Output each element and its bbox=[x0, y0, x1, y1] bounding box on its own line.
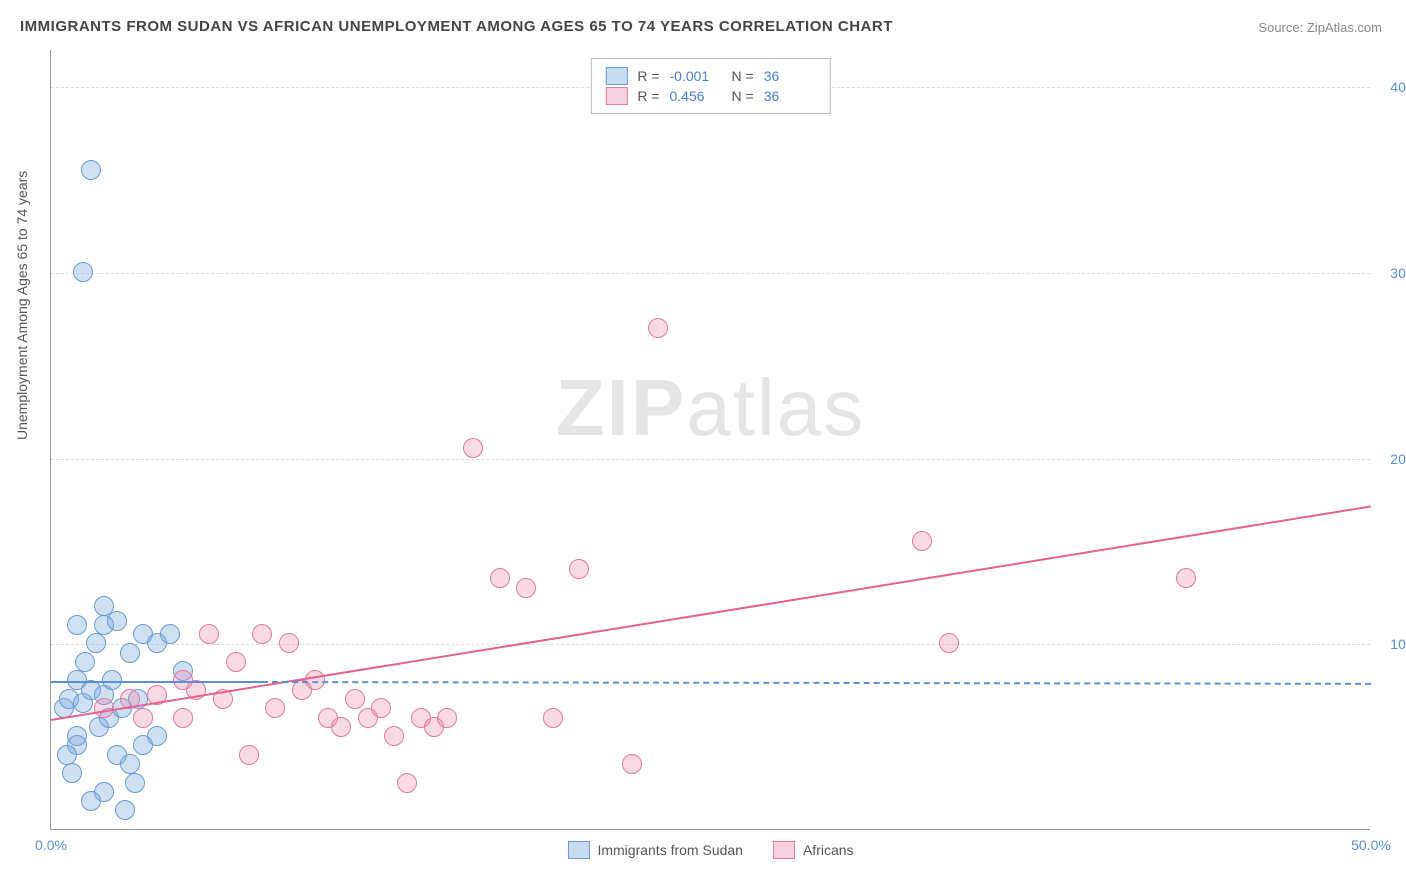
data-point bbox=[67, 615, 87, 635]
ytick-label: 20.0% bbox=[1390, 451, 1406, 467]
r-value-blue: -0.001 bbox=[670, 68, 722, 84]
n-label: N = bbox=[732, 88, 754, 104]
data-point bbox=[912, 531, 932, 551]
data-point bbox=[939, 633, 959, 653]
gridline bbox=[51, 273, 1370, 274]
data-point bbox=[463, 438, 483, 458]
ytick-label: 10.0% bbox=[1390, 636, 1406, 652]
gridline bbox=[51, 459, 1370, 460]
legend-label-blue: Immigrants from Sudan bbox=[597, 842, 743, 858]
r-label: R = bbox=[637, 68, 659, 84]
source-attribution: Source: ZipAtlas.com bbox=[1258, 20, 1382, 35]
data-point bbox=[107, 611, 127, 631]
chart-plot-area: ZIPatlas R = -0.001 N = 36 R = 0.456 N =… bbox=[50, 50, 1370, 830]
data-point bbox=[279, 633, 299, 653]
data-point bbox=[75, 652, 95, 672]
r-value-pink: 0.456 bbox=[670, 88, 722, 104]
chart-title: IMMIGRANTS FROM SUDAN VS AFRICAN UNEMPLO… bbox=[20, 18, 893, 35]
legend-item-pink: Africans bbox=[773, 841, 854, 859]
data-point bbox=[226, 652, 246, 672]
swatch-pink-icon bbox=[605, 87, 627, 105]
n-label: N = bbox=[732, 68, 754, 84]
data-point bbox=[1176, 568, 1196, 588]
correlation-legend: R = -0.001 N = 36 R = 0.456 N = 36 bbox=[590, 58, 830, 114]
data-point bbox=[133, 708, 153, 728]
data-point bbox=[120, 754, 140, 774]
trend-line bbox=[51, 505, 1371, 721]
data-point bbox=[199, 624, 219, 644]
data-point bbox=[73, 262, 93, 282]
data-point bbox=[265, 698, 285, 718]
data-point bbox=[86, 633, 106, 653]
data-point bbox=[62, 763, 82, 783]
xtick-label: 50.0% bbox=[1351, 837, 1391, 853]
n-value-pink: 36 bbox=[764, 88, 816, 104]
source-value: ZipAtlas.com bbox=[1307, 20, 1382, 35]
data-point bbox=[81, 791, 101, 811]
data-point bbox=[239, 745, 259, 765]
series-legend: Immigrants from Sudan Africans bbox=[567, 841, 853, 859]
legend-item-blue: Immigrants from Sudan bbox=[567, 841, 743, 859]
legend-row-blue: R = -0.001 N = 36 bbox=[605, 67, 815, 85]
data-point bbox=[147, 726, 167, 746]
trend-line bbox=[262, 681, 1371, 685]
swatch-pink-icon bbox=[773, 841, 795, 859]
data-point bbox=[490, 568, 510, 588]
data-point bbox=[569, 559, 589, 579]
data-point bbox=[125, 773, 145, 793]
data-point bbox=[318, 708, 338, 728]
data-point bbox=[384, 726, 404, 746]
data-point bbox=[115, 800, 135, 820]
swatch-blue-icon bbox=[605, 67, 627, 85]
ytick-label: 40.0% bbox=[1390, 79, 1406, 95]
data-point bbox=[648, 318, 668, 338]
data-point bbox=[516, 578, 536, 598]
xtick-label: 0.0% bbox=[35, 837, 67, 853]
trend-line bbox=[51, 681, 262, 683]
data-point bbox=[252, 624, 272, 644]
data-point bbox=[81, 160, 101, 180]
data-point bbox=[120, 643, 140, 663]
data-point bbox=[622, 754, 642, 774]
data-point bbox=[345, 689, 365, 709]
legend-label-pink: Africans bbox=[803, 842, 854, 858]
swatch-blue-icon bbox=[567, 841, 589, 859]
data-point bbox=[57, 745, 77, 765]
source-label: Source: bbox=[1258, 20, 1303, 35]
data-point bbox=[437, 708, 457, 728]
y-axis-label: Unemployment Among Ages 65 to 74 years bbox=[14, 171, 30, 440]
data-point bbox=[173, 708, 193, 728]
data-point bbox=[543, 708, 563, 728]
ytick-label: 30.0% bbox=[1390, 265, 1406, 281]
r-label: R = bbox=[637, 88, 659, 104]
watermark: ZIPatlas bbox=[556, 362, 865, 454]
gridline bbox=[51, 644, 1370, 645]
data-point bbox=[94, 596, 114, 616]
legend-row-pink: R = 0.456 N = 36 bbox=[605, 87, 815, 105]
data-point bbox=[371, 698, 391, 718]
data-point bbox=[160, 624, 180, 644]
n-value-blue: 36 bbox=[764, 68, 816, 84]
data-point bbox=[397, 773, 417, 793]
